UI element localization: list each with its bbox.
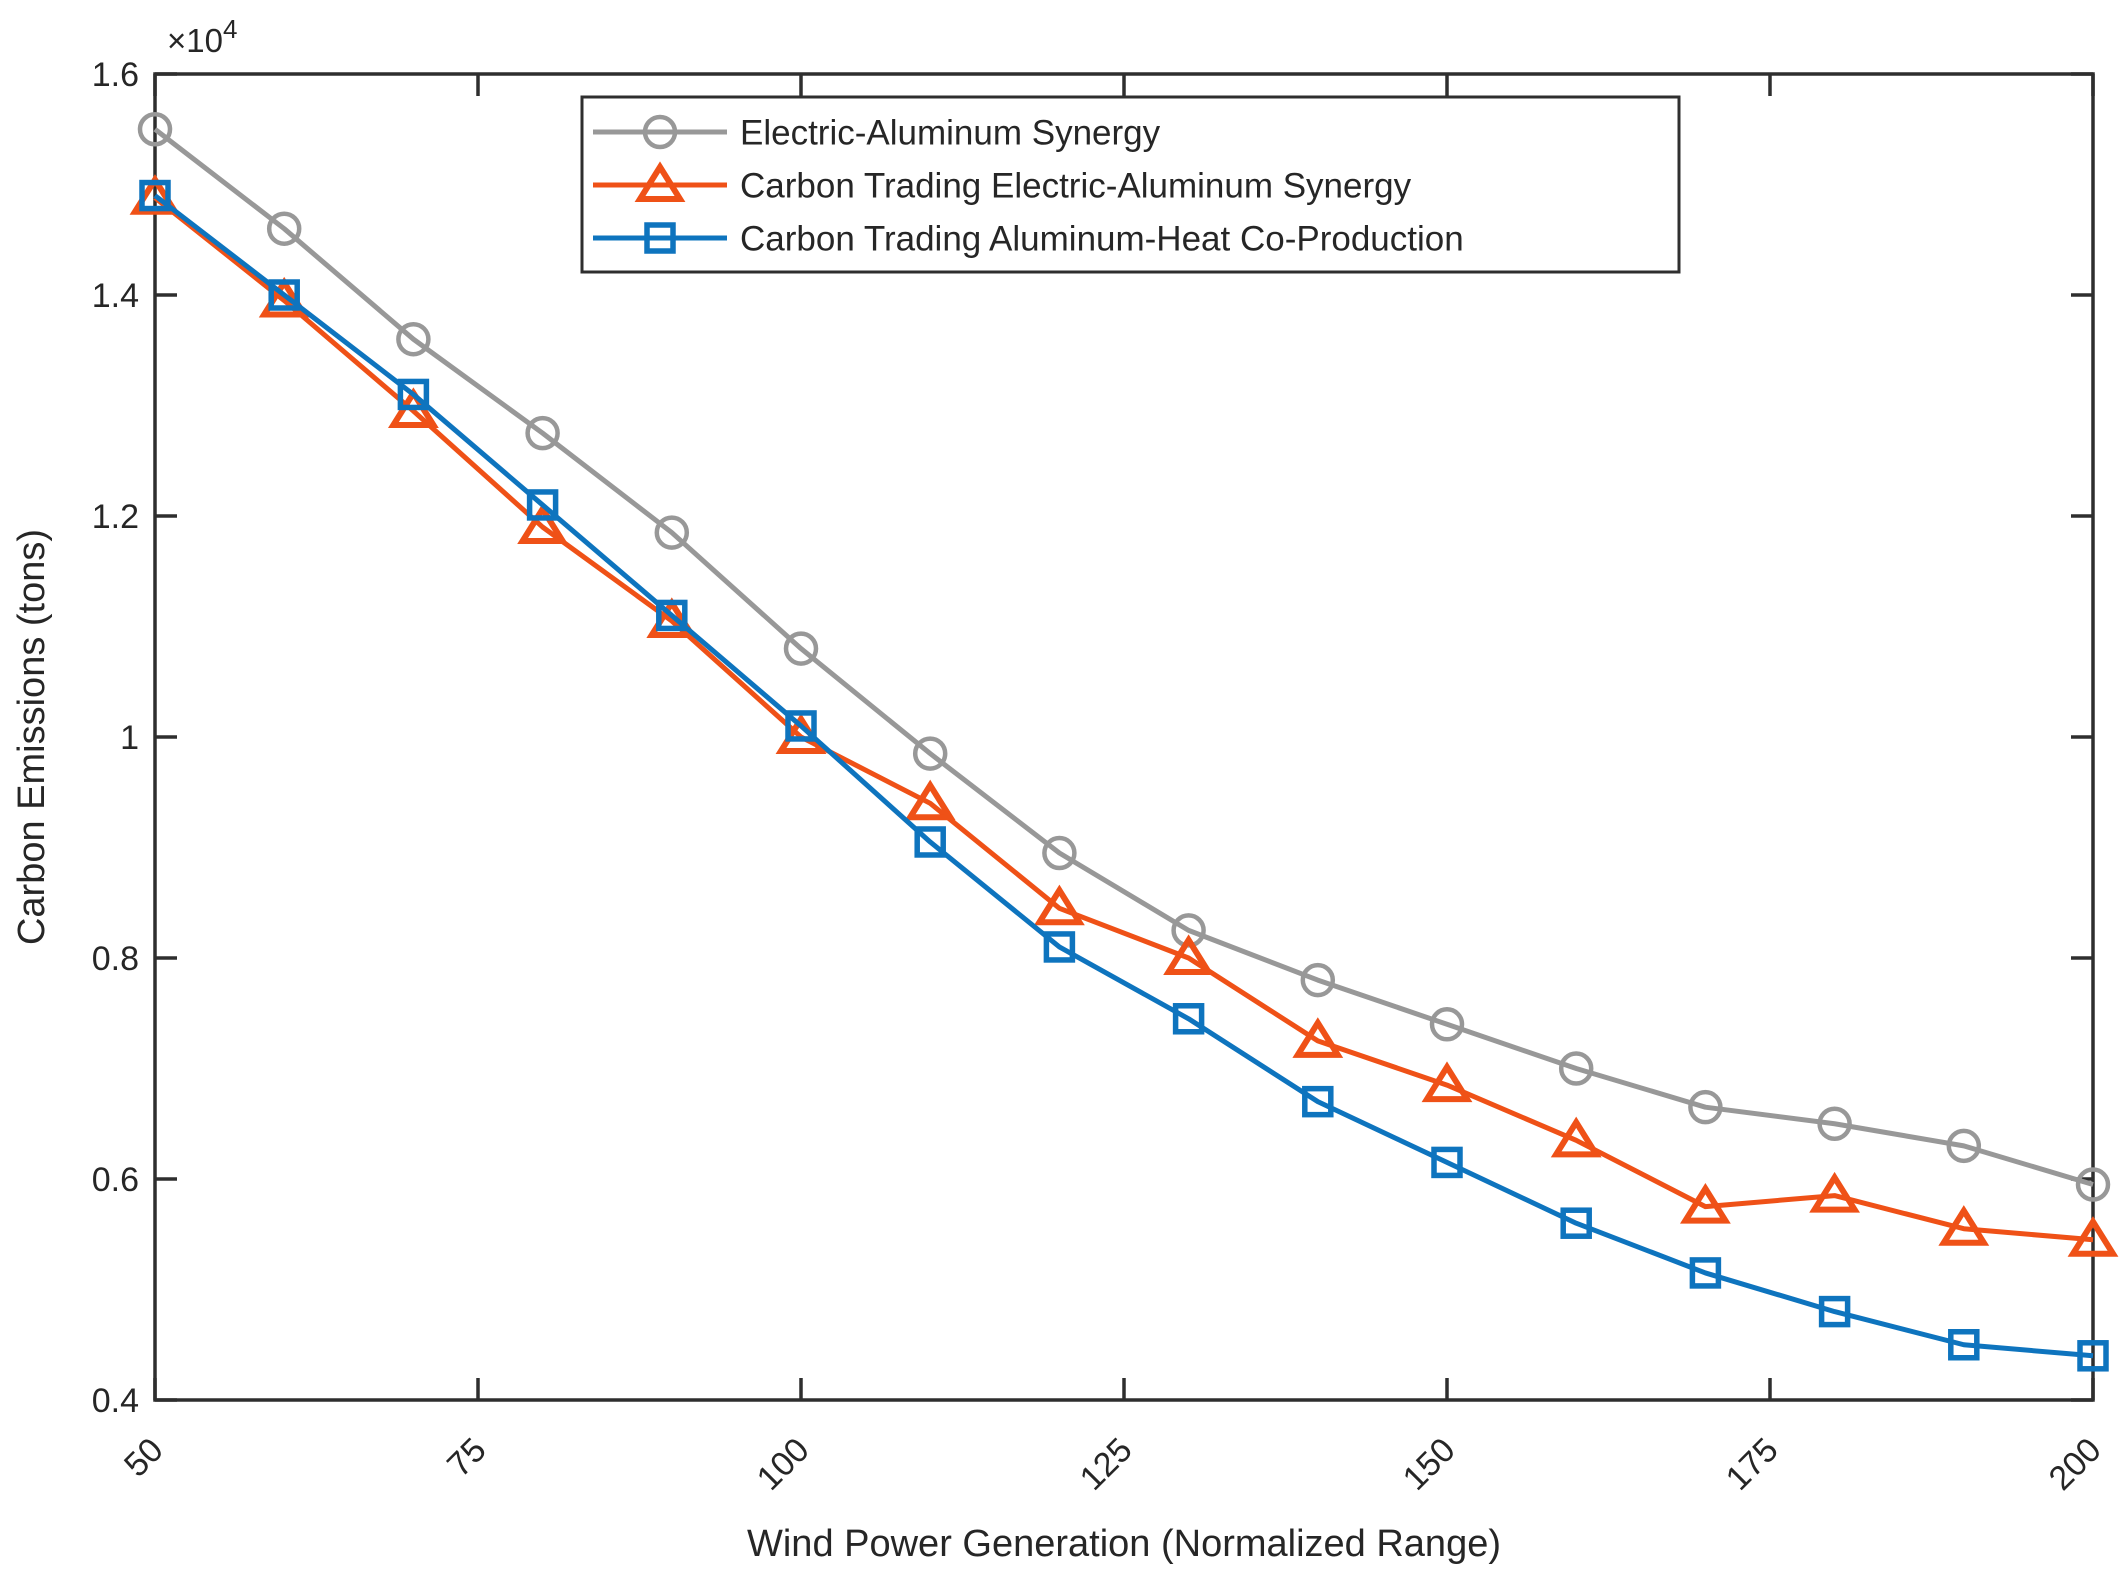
circle-marker xyxy=(137,112,173,147)
square-marker xyxy=(268,279,300,311)
series-carbon-trading-aluminum-heat-co-production xyxy=(139,179,2109,1372)
circle-marker xyxy=(1300,962,1336,998)
circle-marker xyxy=(654,515,690,550)
square-marker xyxy=(1560,1207,1592,1239)
triangle-marker xyxy=(517,503,569,545)
y-tick-label: 1.6 xyxy=(92,56,139,94)
series-line-carbon-trading-electric-aluminum-synergy xyxy=(153,195,2094,1243)
circle-marker xyxy=(1817,1106,1852,1141)
square-marker xyxy=(1043,931,1076,963)
legend-entry-1: Carbon Trading Electric-Aluminum Synergy xyxy=(593,161,1412,205)
square-marker xyxy=(2077,1340,2109,1372)
triangle-marker xyxy=(1550,1116,1602,1158)
square-marker xyxy=(397,378,430,411)
x-tick-label: 200 xyxy=(2042,1431,2109,1498)
triangle-marker xyxy=(129,174,181,215)
triangle-marker xyxy=(1163,934,1215,975)
square-marker xyxy=(1172,1003,1205,1035)
legend-label: Carbon Trading Aluminum-Heat Co-Producti… xyxy=(740,219,1464,258)
y-tick-label: 0.8 xyxy=(92,940,139,978)
square-marker xyxy=(526,489,559,521)
x-tick-label: 75 xyxy=(440,1431,494,1485)
circle-marker xyxy=(783,631,819,666)
square-marker xyxy=(785,710,817,742)
circle-marker xyxy=(2075,1167,2111,1202)
y-tick-label: 0.6 xyxy=(92,1161,139,1199)
triangle-marker xyxy=(1679,1182,1731,1224)
triangle-marker xyxy=(646,597,698,638)
square-marker xyxy=(914,826,946,858)
legend-box xyxy=(580,95,1681,274)
circle-marker xyxy=(266,211,302,246)
circle-marker xyxy=(642,114,678,150)
series-carbon-trading-electric-aluminum-synergy xyxy=(129,174,2119,1257)
x-axis-label: Wind Power Generation (Normalized Range) xyxy=(747,1523,1501,1565)
axis-ticks xyxy=(153,72,2095,1402)
circle-marker xyxy=(1429,1007,1465,1042)
series-line-carbon-trading-aluminum-heat-co-production xyxy=(153,193,2094,1359)
y-tick-label: 1 xyxy=(120,719,139,757)
y-tick-label: 1.4 xyxy=(92,277,139,315)
legend-label: Electric-Aluminum Synergy xyxy=(740,113,1161,152)
square-marker xyxy=(1948,1329,1980,1361)
triangle-marker xyxy=(1809,1171,1861,1213)
x-tick-label: 175 xyxy=(1719,1431,1786,1498)
triangle-marker xyxy=(904,779,956,821)
triangle-marker xyxy=(258,276,310,318)
circle-marker xyxy=(912,736,948,771)
circle-marker xyxy=(1558,1051,1594,1086)
x-tick-label: 50 xyxy=(117,1431,171,1485)
square-marker xyxy=(1431,1146,1463,1179)
y-axis-label: Carbon Emissions (tons) xyxy=(11,529,53,945)
x-tick-label: 100 xyxy=(750,1431,817,1498)
square-marker xyxy=(644,222,676,254)
legend-entry-0: Electric-Aluminum Synergy xyxy=(593,113,1161,152)
circle-marker xyxy=(1042,835,1077,871)
triangle-marker xyxy=(1938,1205,1990,1246)
circle-marker xyxy=(1688,1089,1723,1125)
y-exponent-label: ×104 xyxy=(167,14,237,59)
square-marker xyxy=(139,179,171,212)
legend: Electric-Aluminum Synergy Carbon Trading … xyxy=(580,95,1681,274)
circle-marker xyxy=(525,415,560,451)
square-marker xyxy=(1302,1085,1334,1118)
legend-label: Carbon Trading Electric-Aluminum Synergy xyxy=(740,166,1412,205)
circle-marker xyxy=(396,321,431,357)
triangle-marker xyxy=(634,161,686,202)
triangle-marker xyxy=(2067,1216,2119,1257)
square-marker xyxy=(656,599,688,632)
x-tick-label: 150 xyxy=(1396,1431,1463,1498)
triangle-marker xyxy=(1292,1017,1344,1058)
square-marker xyxy=(1818,1295,1851,1328)
series-line-electric-aluminum-synergy xyxy=(153,127,2094,1187)
x-tick-label: 125 xyxy=(1073,1431,1140,1498)
y-tick-label: 1.2 xyxy=(92,498,139,536)
circle-marker xyxy=(1946,1128,1982,1164)
series-electric-aluminum-synergy xyxy=(137,112,2111,1202)
y-tick-label: 0.4 xyxy=(92,1382,139,1420)
triangle-marker xyxy=(1421,1061,1473,1103)
triangle-marker xyxy=(1033,884,1085,926)
square-marker xyxy=(1689,1257,1722,1289)
legend-entry-2: Carbon Trading Aluminum-Heat Co-Producti… xyxy=(593,219,1464,258)
